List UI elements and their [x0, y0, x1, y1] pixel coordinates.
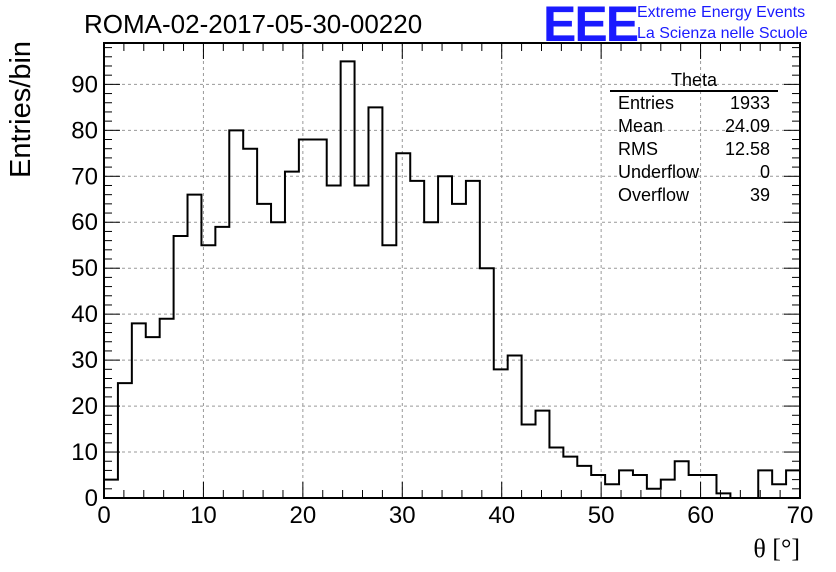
histogram-bin	[257, 204, 271, 498]
x-tick-label: 40	[488, 502, 515, 529]
x-tick-labels: 0 10 20 30 40 50 60 70	[97, 502, 813, 529]
histogram-bin	[480, 268, 494, 498]
stats-value: 12.58	[724, 139, 770, 159]
stats-label: Overflow	[618, 185, 690, 205]
y-tick-label: 80	[71, 117, 98, 144]
eee-logo: EEE	[543, 0, 639, 52]
x-tick-label: 50	[588, 502, 615, 529]
histogram-bin	[661, 480, 675, 498]
x-tick-label: 20	[290, 502, 317, 529]
stats-row-mean: Mean 24.09	[610, 115, 778, 138]
plot-frame	[103, 42, 801, 499]
histogram-bin	[563, 457, 577, 498]
histogram-bin	[382, 245, 396, 498]
x-tick-label: 60	[687, 502, 714, 529]
y-tick-label: 70	[71, 163, 98, 190]
stats-value: 1933	[729, 93, 770, 113]
logo-line-1: Extreme Energy Events	[637, 4, 806, 21]
histogram-bin	[494, 369, 508, 498]
y-tick-label: 10	[71, 439, 98, 466]
histogram-bin	[327, 185, 341, 498]
histogram-bin	[703, 475, 717, 498]
grid	[104, 43, 800, 498]
y-tick-label: 90	[71, 71, 98, 98]
y-axis-label: Entries/bin	[5, 40, 37, 178]
y-tick-label: 40	[71, 301, 98, 328]
histogram-bin	[424, 222, 438, 498]
y-tick-label: 60	[71, 209, 98, 236]
histogram-bin	[285, 172, 299, 498]
histogram-bin	[201, 245, 215, 498]
histogram-bin	[536, 411, 550, 498]
stats-label: Entries	[618, 93, 675, 113]
chart-title: ROMA-02-2017-05-30-00220	[84, 9, 423, 39]
stats-row-entries: Entries 1933	[610, 92, 778, 115]
histogram-bin	[118, 383, 132, 498]
histogram-bin	[160, 319, 174, 498]
histogram-bars	[103, 60, 801, 499]
histogram-bin	[355, 185, 369, 498]
y-tick-label: 20	[71, 393, 98, 420]
x-tick-label: 10	[190, 502, 217, 529]
stats-value: 24.09	[724, 116, 770, 136]
y-tick-label: 0	[85, 485, 98, 512]
histogram-bin	[146, 337, 160, 498]
x-axis-label: θ [°]	[753, 534, 800, 563]
stats-title: Theta	[610, 70, 778, 92]
stats-row-underflow: Underflow 0	[610, 161, 778, 184]
stats-value: 0	[759, 162, 770, 182]
histogram-bin	[188, 195, 202, 498]
histogram-bin	[341, 61, 355, 498]
histogram-bin	[522, 424, 536, 498]
histogram-bin	[313, 140, 327, 498]
histogram-bin	[438, 176, 452, 498]
histogram-bin	[132, 323, 146, 498]
stats-box: Theta Entries 1933 Mean 24.09 RMS 12.58 …	[610, 70, 778, 207]
stats-row-overflow: Overflow 39	[610, 184, 778, 207]
histogram-bin	[675, 461, 689, 498]
y-tick-labels: 0 10 20 30 40 50 60 70 80 90	[71, 71, 98, 512]
y-tick-label: 50	[71, 255, 98, 282]
histogram-bin	[299, 140, 313, 498]
histogram-bin	[452, 204, 466, 498]
logo-text: Extreme Energy Events La Scienza nelle S…	[637, 2, 808, 44]
stats-label: Underflow	[618, 162, 700, 182]
x-tick-label: 0	[97, 502, 110, 529]
x-tick-label: 70	[787, 502, 814, 529]
histogram-bin	[508, 356, 522, 498]
histogram-bin	[271, 222, 285, 498]
stats-value: 39	[749, 185, 770, 205]
histogram-bin	[396, 153, 410, 498]
histogram-bin	[605, 484, 619, 498]
histogram-outline	[103, 60, 801, 499]
histogram-bin	[410, 181, 424, 498]
stats-label: Mean	[618, 116, 664, 136]
histogram-bin	[174, 236, 188, 498]
histogram-bin	[229, 130, 243, 498]
histogram-bin	[633, 475, 647, 498]
histogram-bin	[591, 475, 605, 498]
histogram-bin	[772, 484, 786, 498]
histogram-bin	[466, 181, 480, 498]
histogram-bin	[368, 107, 382, 498]
histogram-bin	[786, 470, 800, 498]
stats-row-rms: RMS 12.58	[610, 138, 778, 161]
y-tick-label: 30	[71, 347, 98, 374]
histogram-bin	[215, 227, 229, 498]
x-tick-label: 30	[389, 502, 416, 529]
histogram-bin	[243, 149, 257, 498]
histogram-bin	[647, 489, 661, 498]
stats-label: RMS	[618, 139, 658, 159]
histogram-bin	[577, 466, 591, 498]
logo-line-2: La Scienza nelle Scuole	[637, 25, 808, 42]
axis-ticks	[103, 43, 801, 499]
